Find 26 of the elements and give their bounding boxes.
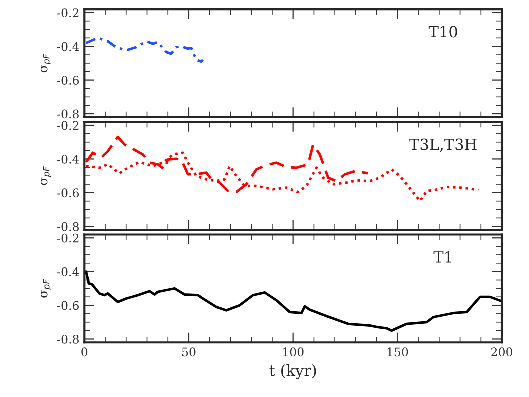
y-axis-title: σ$_{pF}$	[41, 54, 52, 73]
annotation: T1	[434, 251, 452, 263]
annotation: T10	[428, 26, 458, 38]
line-series	[85, 36, 204, 64]
x-tick-label: 100	[284, 348, 304, 357]
y-axis-title: σ$_{pF}$	[41, 279, 52, 298]
y-tick-label: -0.6	[58, 76, 80, 85]
x-tick-label: 150	[388, 348, 408, 357]
x-tick-label: 200	[492, 348, 513, 357]
y-tick-label: -0.4	[58, 42, 80, 52]
y-tick-label: -0.8	[58, 110, 79, 119]
x-axis-title: t (kyr)	[270, 364, 316, 380]
y-tick-label: -0.2	[58, 234, 79, 243]
y-tick-label: -0.8	[58, 334, 79, 344]
y-tick-label: -0.4	[58, 268, 80, 276]
line-series	[85, 270, 502, 332]
y-tick-label: -0.2	[58, 121, 79, 130]
x-tick-label: 0	[82, 348, 88, 357]
y-tick-label: -0.8	[58, 222, 79, 232]
x-tick-label: 50	[182, 348, 196, 357]
y-tick-label: -0.4	[58, 154, 80, 164]
y-tick-label: -0.6	[58, 301, 80, 310]
y-axis-title: σ$_{pF}$	[41, 166, 52, 186]
y-tick-label: -0.2	[58, 8, 79, 18]
y-tick-label: -0.6	[58, 188, 80, 198]
annotation: T3L,T3H	[410, 138, 477, 152]
